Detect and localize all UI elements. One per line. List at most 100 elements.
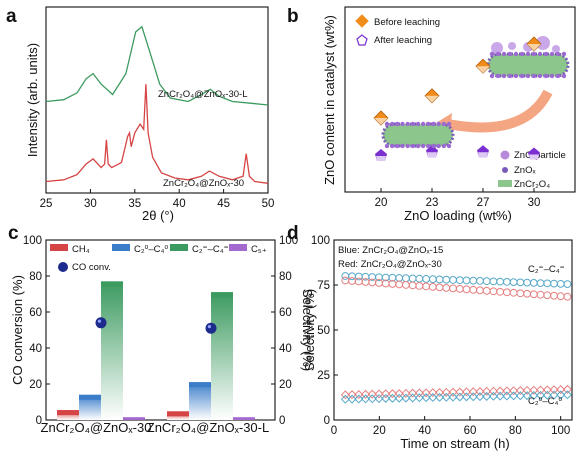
selectivity-point <box>536 290 545 299</box>
selectivity-point <box>387 393 397 403</box>
legend-after-marker <box>356 34 368 46</box>
znox-dot <box>441 143 447 149</box>
panel-a-x-tick-label: 30 <box>84 198 97 210</box>
znox-dot <box>415 143 421 149</box>
panel-a-x-ticks: 25 30 35 40 45 50 <box>40 189 274 210</box>
selectivity-point <box>556 279 565 288</box>
selectivity-point <box>502 288 511 297</box>
legend-c5-marker <box>229 244 247 251</box>
panel-d-y-axis-label: Selectivity (%) <box>302 289 317 371</box>
selectivity-point <box>563 280 572 289</box>
selectivity-point <box>482 277 491 286</box>
panel-c-category-label: ZnCr₂O₄@ZnOₓ-30-L <box>147 420 269 435</box>
panel-d-y-tick-label: 100 <box>311 235 330 247</box>
panel-c-y2-tick-label: 80 <box>279 271 292 283</box>
selectivity-point <box>414 393 424 403</box>
selectivity-point <box>422 282 431 291</box>
znox-dot <box>446 121 452 127</box>
legend-co-label: CO conv. <box>72 262 111 273</box>
selectivity-point <box>402 274 410 283</box>
panel-c-category-label: ZnCr₂O₄@ZnOₓ-30 <box>41 420 152 435</box>
legend-ch4-marker <box>50 244 68 251</box>
legend-spinel-label: ZnCr₂O₄ <box>514 179 550 190</box>
selectivity-point <box>402 281 410 289</box>
selectivity-point <box>367 394 377 404</box>
selectivity-point <box>340 394 350 404</box>
selectivity-point <box>522 391 532 401</box>
selectivity-point <box>422 275 431 283</box>
znox-dot <box>549 51 555 57</box>
znox-dot <box>389 121 395 127</box>
selectivity-point <box>415 282 424 290</box>
legend-zno-particle-label: ZnO particle <box>514 150 566 161</box>
legend-zno-particle-marker <box>500 150 510 160</box>
panel-d-olefin-label: C₂⁼–C₄⁼ <box>528 264 565 275</box>
selectivity-point <box>435 283 444 292</box>
panel-d-x-tick-label: 40 <box>418 425 431 437</box>
selectivity-point <box>361 394 371 404</box>
legend-c2c4-eq-marker <box>170 244 188 251</box>
znox-dot <box>507 73 513 79</box>
co-conversion-point <box>95 317 107 329</box>
selectivity-bar-cap <box>79 394 101 400</box>
selectivity-bar-cap <box>167 411 189 417</box>
selectivity-point <box>550 279 558 288</box>
selectivity-point <box>354 394 364 404</box>
selectivity-point <box>515 391 525 401</box>
znox-dot <box>549 73 555 79</box>
after-leaching-point-shade <box>478 152 488 158</box>
znox-dot <box>507 51 513 57</box>
znox-dot <box>495 51 501 57</box>
selectivity-point <box>442 283 451 292</box>
selectivity-point <box>469 285 478 294</box>
legend-co-marker <box>58 262 68 272</box>
selectivity-point <box>449 276 457 284</box>
panel-d-y-tick-label: 0 <box>324 415 330 427</box>
selectivity-point <box>529 290 538 299</box>
panel-b-x-ticks: 20 23 27 30 <box>375 188 540 209</box>
selectivity-point <box>509 391 519 401</box>
selectivity-point <box>461 392 472 402</box>
znox-dot <box>525 51 531 57</box>
znox-dot <box>531 73 537 79</box>
panel-c-y2-tick-label: 0 <box>279 415 285 427</box>
panel-d-label: d <box>287 223 299 244</box>
selectivity-point <box>468 392 478 402</box>
panel-a-series-label-top: ZnCr₂O₄@ZnOₓ-30-L <box>158 89 247 100</box>
panel-c-frame <box>45 239 276 421</box>
selectivity-point <box>348 277 356 285</box>
selectivity-point <box>395 280 404 289</box>
znox-dot <box>400 143 405 149</box>
panel-d-x-tick-label: 0 <box>331 425 337 437</box>
selectivity-point <box>476 286 484 295</box>
selectivity-point <box>395 274 404 282</box>
panel-a-x-tick-label: 35 <box>128 198 141 210</box>
selectivity-point <box>556 390 566 400</box>
panel-c-y-tick-label: 60 <box>29 307 42 319</box>
selectivity-point <box>374 394 384 404</box>
panel-b-label: b <box>287 6 299 27</box>
panel-a-label: a <box>6 6 17 27</box>
panel-c-ticks: 0 20 40 60 80 100 0 20 40 60 80 100 <box>23 235 298 427</box>
selectivity-point <box>415 274 424 283</box>
legend-c2c4-0-marker <box>112 244 130 251</box>
selectivity-point <box>502 391 512 401</box>
legend-c5-label: C₅₊ <box>251 244 267 255</box>
panel-d-note-blue: Blue: ZnCr₂O₄@ZnOₓ-15 <box>338 245 443 256</box>
before-leaching-point-shade <box>527 44 541 51</box>
legend-znox-label: ZnOₓ <box>514 165 536 176</box>
panel-b-x-tick-label: 27 <box>477 197 490 209</box>
legend-znox-marker <box>502 167 508 173</box>
selectivity-point <box>488 391 498 401</box>
panel-c-y-axis-label: CO conversion (%) <box>10 275 25 385</box>
panel-d-markers <box>340 272 572 404</box>
selectivity-point <box>523 289 531 298</box>
selectivity-point <box>536 390 546 400</box>
selectivity-bar-cap <box>189 382 211 388</box>
selectivity-point <box>516 278 525 287</box>
selectivity-bar-cap <box>57 410 79 416</box>
legend-before-label: Before leaching <box>374 17 440 28</box>
panel-d-ticks: 0 20 40 60 80 100 0 25 50 75 100 <box>311 235 570 437</box>
